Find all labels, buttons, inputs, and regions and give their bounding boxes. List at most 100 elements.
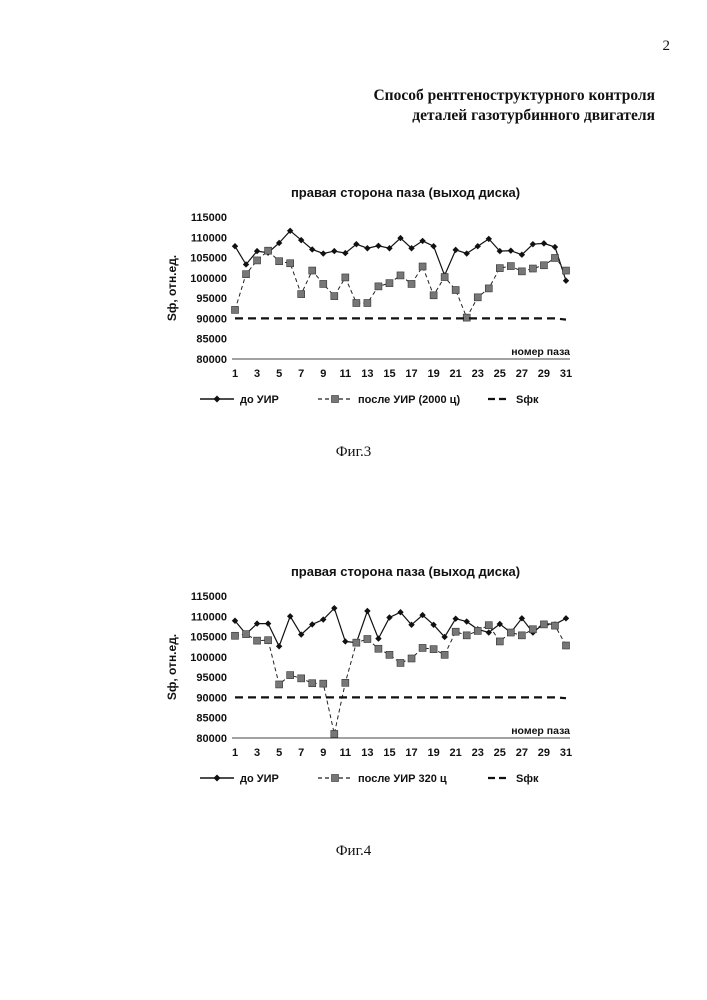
document-title-line-2: деталей газотурбинного двигателя xyxy=(373,106,655,126)
x-tick-label: 29 xyxy=(538,747,550,759)
y-tick-label: 105000 xyxy=(190,253,227,265)
figure-caption-fig3: Фиг.3 xyxy=(0,444,707,461)
x-tick-label: 17 xyxy=(405,368,417,380)
y-tick-label: 110000 xyxy=(191,232,227,244)
diamond-point xyxy=(375,635,381,641)
diamond-point xyxy=(364,245,370,251)
square-point xyxy=(474,627,481,634)
diamond-point xyxy=(452,247,458,253)
y-tick-label: 80000 xyxy=(196,354,227,366)
x-tick-label: 5 xyxy=(276,368,282,380)
square-point xyxy=(342,679,349,686)
x-tick-label: 27 xyxy=(516,368,528,380)
diamond-point xyxy=(430,243,436,249)
diamond-point xyxy=(508,247,514,253)
diamond-point xyxy=(563,277,569,283)
square-point xyxy=(298,291,305,298)
legend-item: Sфк xyxy=(488,394,539,406)
square-point xyxy=(408,280,415,287)
square-point xyxy=(353,300,360,307)
legend-label: Sфк xyxy=(516,773,539,785)
square-point xyxy=(563,267,570,274)
square-point xyxy=(243,271,250,278)
legend-label: после УИР 320 ц xyxy=(358,773,447,785)
diamond-point xyxy=(375,243,381,249)
diamond-point xyxy=(364,608,370,614)
y-tick-label: 90000 xyxy=(196,313,227,325)
diamond-point xyxy=(265,620,271,626)
square-point xyxy=(518,632,525,639)
legend-item: Sфк xyxy=(488,773,539,785)
legend-item: после УИР (2000 ц) xyxy=(318,394,460,406)
x-tick-label: 25 xyxy=(494,368,506,380)
square-point xyxy=(529,626,536,633)
square-point xyxy=(353,639,360,646)
square-point xyxy=(441,274,448,281)
diamond-point xyxy=(287,613,293,619)
square-point xyxy=(265,637,272,644)
square-point xyxy=(254,637,261,644)
square-point xyxy=(485,285,492,292)
legend-label: до УИР xyxy=(240,773,279,785)
square-point xyxy=(507,629,514,636)
square-point xyxy=(496,265,503,272)
square-point xyxy=(309,267,316,274)
x-tick-label: 9 xyxy=(320,368,326,380)
square-point xyxy=(474,294,481,301)
y-tick-label: 95000 xyxy=(196,293,227,305)
square-point xyxy=(232,632,239,639)
diamond-point xyxy=(232,243,238,249)
square-point xyxy=(287,672,294,679)
x-tick-label: 27 xyxy=(516,747,528,759)
square-point xyxy=(540,262,547,269)
diamond-point xyxy=(563,615,569,621)
x-tick-label: 11 xyxy=(340,368,352,380)
y-tick-label: 90000 xyxy=(196,692,227,704)
square-point xyxy=(276,258,283,265)
square-point xyxy=(265,247,272,254)
square-point xyxy=(276,681,283,688)
x-tick-label: 1 xyxy=(232,747,238,759)
square-point xyxy=(463,632,470,639)
chart-fig3: правая сторона паза (выход диска) 80000 85… xyxy=(0,175,707,415)
diamond-point xyxy=(342,638,348,644)
x-axis-label: номер паза xyxy=(511,725,570,737)
square-point xyxy=(320,280,327,287)
y-axis-label: Sф, отн.ед. xyxy=(165,634,179,700)
square-point xyxy=(551,254,558,261)
square-point xyxy=(254,257,261,264)
square-point xyxy=(408,655,415,662)
diamond-point xyxy=(452,616,458,622)
y-tick-label: 115000 xyxy=(191,591,227,603)
x-tick-label: 13 xyxy=(361,747,373,759)
square-point xyxy=(430,292,437,299)
diamond-point xyxy=(276,643,282,649)
x-tick-label: 13 xyxy=(361,368,373,380)
legend-label: после УИР (2000 ц) xyxy=(358,394,460,406)
square-point xyxy=(364,300,371,307)
square-point xyxy=(298,675,305,682)
diamond-point xyxy=(475,243,481,249)
chart-title: правая сторона паза (выход диска) xyxy=(291,185,520,200)
legend-diamond xyxy=(214,396,221,403)
square-point xyxy=(232,306,239,313)
x-tick-label: 21 xyxy=(450,747,462,759)
square-point xyxy=(518,268,525,275)
x-tick-label: 19 xyxy=(427,747,439,759)
diamond-point xyxy=(419,238,425,244)
legend-label: Sфк xyxy=(516,394,539,406)
page-number: 2 xyxy=(640,38,670,55)
y-tick-label: 85000 xyxy=(196,334,227,346)
chart-fig4: правая сторона паза (выход диска)8000085… xyxy=(0,554,707,794)
square-point xyxy=(452,628,459,635)
chart-title: правая сторона паза (выход диска) xyxy=(291,564,520,579)
square-point xyxy=(342,274,349,281)
diamond-point xyxy=(464,250,470,256)
diamond-point xyxy=(541,240,547,246)
square-point xyxy=(364,636,371,643)
legend-diamond xyxy=(214,775,221,782)
y-tick-label: 85000 xyxy=(196,713,227,725)
square-point xyxy=(485,622,492,629)
legend-square xyxy=(332,775,339,782)
square-point xyxy=(563,642,570,649)
